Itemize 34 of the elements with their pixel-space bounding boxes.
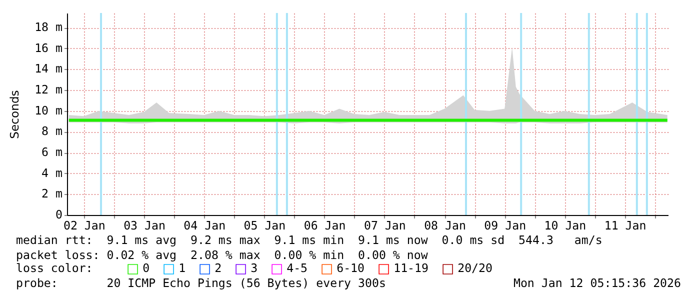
y-tick-label: 10 m <box>34 103 63 118</box>
text: probe: 20 ICMP Echo Pings (56 Bytes) every 300s <box>16 276 386 290</box>
y-tick-label: 6 m <box>42 145 63 160</box>
x-tick-label: 07 Jan <box>364 218 406 232</box>
y-tick-label: 2 m <box>42 186 63 201</box>
x-tick-label: 09 Jan <box>484 218 526 232</box>
x-tick-label: 03 Jan <box>124 218 166 232</box>
legend-label: 4-5 <box>286 261 308 276</box>
y-tick-label: 4 m <box>42 166 63 180</box>
y-tick-label: 18 m <box>34 20 63 34</box>
legend-label: 0 <box>142 261 150 276</box>
legend-label: 2 <box>214 261 222 276</box>
y-tick-label: 8 m <box>42 124 63 138</box>
x-tick-label: 04 Jan <box>184 218 226 232</box>
legend-label: 6-10 <box>336 261 365 276</box>
x-tick-label: 08 Jan <box>424 218 466 232</box>
text: median rtt: 9.1 ms avg 9.2 ms max 9.1 ms min 9.1 ms now 0.0 ms sd 544.3 am/s <box>16 233 602 247</box>
legend-title: loss color: <box>16 261 93 275</box>
text: packet loss: 0.02 % avg 2.08 % max 0.00 % min 0.00 % now <box>16 248 428 262</box>
legend-label: 3 <box>250 261 258 276</box>
x-tick-label: 05 Jan <box>244 218 286 232</box>
legend-label: 11-19 <box>394 261 429 276</box>
x-tick-label: 06 Jan <box>304 218 346 232</box>
x-tick-label: 10 Jan <box>544 218 586 232</box>
x-tick-label: 11 Jan <box>604 218 646 232</box>
y-tick-label: 12 m <box>34 82 63 97</box>
legend-label: 20/20 <box>458 261 493 276</box>
y-axis-title: Seconds <box>8 90 22 139</box>
y-tick-label: 0 <box>56 208 63 222</box>
legend-label: 1 <box>178 261 186 276</box>
x-tick-label: 02 Jan <box>63 218 106 232</box>
y-tick-label: 16 m <box>34 40 63 55</box>
y-tick-label: 14 m <box>34 62 63 76</box>
text: Mon Jan 12 05:15:36 2026 <box>513 276 681 290</box>
